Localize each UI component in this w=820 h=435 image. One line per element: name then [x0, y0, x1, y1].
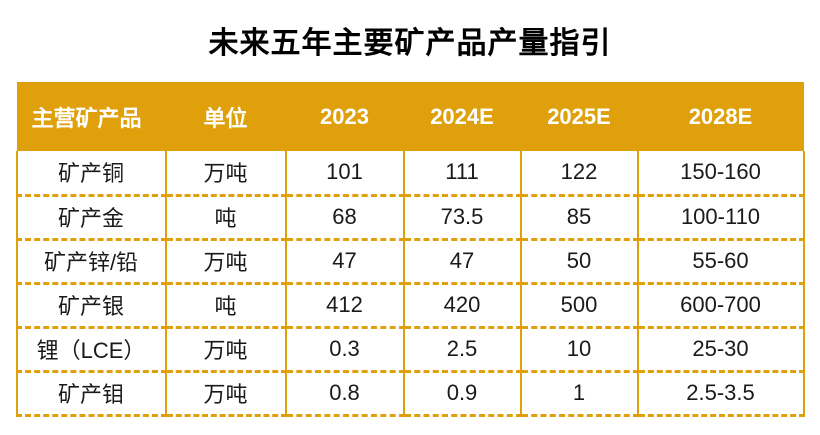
- cell-2028e: 25-30: [637, 325, 805, 371]
- cell-2028e: 2.5-3.5: [637, 369, 805, 417]
- cell-2023: 0.3: [285, 325, 405, 371]
- cell-2025e: 10: [520, 325, 639, 371]
- cell-2024e: 420: [403, 281, 522, 327]
- cell-product: 矿产锌/铅: [15, 237, 167, 283]
- cell-2025e: 500: [520, 281, 639, 327]
- cell-2023: 412: [285, 281, 405, 327]
- table-row-silver: 矿产银 吨 412 420 500 600-700: [15, 281, 805, 327]
- table-row-lithium: 锂（LCE） 万吨 0.3 2.5 10 25-30: [15, 325, 805, 371]
- cell-2023: 68: [285, 193, 405, 239]
- cell-product: 矿产钼: [15, 369, 167, 417]
- cell-unit: 万吨: [165, 325, 287, 371]
- table-row-gold: 矿产金 吨 68 73.5 85 100-110: [15, 193, 805, 239]
- table-row-zinc-lead: 矿产锌/铅 万吨 47 47 50 55-60: [15, 237, 805, 283]
- cell-product: 矿产银: [15, 281, 167, 327]
- cell-2025e: 85: [520, 193, 639, 239]
- cell-2025e: 1: [520, 369, 639, 417]
- cell-2024e: 73.5: [403, 193, 522, 239]
- cell-2024e: 2.5: [403, 325, 522, 371]
- cell-2024e: 0.9: [403, 369, 522, 417]
- table-header-row: 主营矿产品 单位 2023 2024E 2025E 2028E: [16, 82, 804, 151]
- cell-2028e: 100-110: [637, 193, 805, 239]
- cell-2023: 101: [285, 151, 405, 195]
- cell-product: 矿产金: [15, 193, 167, 239]
- cell-2025e: 122: [520, 151, 639, 195]
- cell-unit: 万吨: [165, 151, 287, 195]
- column-header-2025e: 2025E: [520, 82, 638, 151]
- cell-2024e: 47: [403, 237, 522, 283]
- cell-2028e: 600-700: [637, 281, 805, 327]
- production-guidance-table: 主营矿产品 单位 2023 2024E 2025E 2028E 矿产铜 万吨 1…: [15, 82, 805, 417]
- cell-product: 矿产铜: [15, 151, 167, 195]
- column-header-2028e: 2028E: [637, 82, 804, 151]
- production-guidance-figure: 未来五年主要矿产品产量指引 主营矿产品 单位 2023 2024E 2025E …: [0, 26, 820, 435]
- column-header-2024e: 2024E: [403, 82, 521, 151]
- cell-2028e: 55-60: [637, 237, 805, 283]
- page-title: 未来五年主要矿产品产量指引: [208, 27, 612, 60]
- cell-unit: 吨: [165, 281, 287, 327]
- cell-unit: 吨: [165, 193, 287, 239]
- cell-2025e: 50: [520, 237, 639, 283]
- cell-unit: 万吨: [165, 237, 287, 283]
- table-row-copper: 矿产铜 万吨 101 111 122 150-160: [15, 151, 805, 195]
- cell-2023: 0.8: [285, 369, 405, 417]
- cell-unit: 万吨: [165, 369, 287, 417]
- column-header-unit: 单位: [165, 82, 286, 151]
- cell-product: 锂（LCE）: [15, 325, 167, 371]
- cell-2024e: 111: [403, 151, 522, 195]
- cell-2023: 47: [285, 237, 405, 283]
- cell-2028e: 150-160: [637, 151, 805, 195]
- column-header-2023: 2023: [285, 82, 404, 151]
- table-row-molybdenum: 矿产钼 万吨 0.8 0.9 1 2.5-3.5: [15, 369, 805, 417]
- column-header-product: 主营矿产品: [16, 82, 166, 151]
